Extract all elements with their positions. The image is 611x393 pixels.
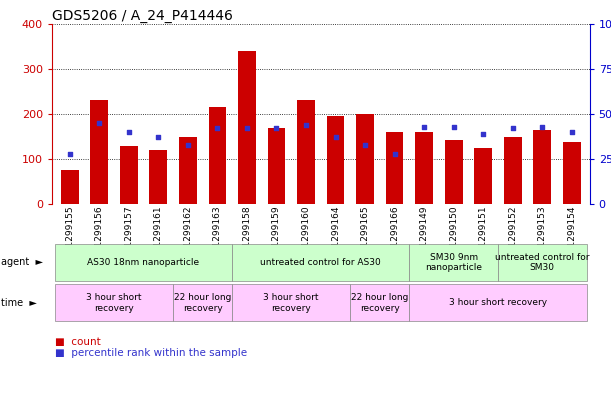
Bar: [563, 142, 580, 204]
Text: GDS5206 / A_24_P414446: GDS5206 / A_24_P414446: [52, 9, 233, 22]
Bar: [208, 107, 226, 204]
Bar: [415, 132, 433, 204]
Text: 22 hour long
recovery: 22 hour long recovery: [351, 293, 409, 312]
Point: [360, 141, 370, 148]
Bar: [90, 101, 108, 204]
Text: SM30 9nm
nanoparticle: SM30 9nm nanoparticle: [425, 253, 482, 272]
Point: [213, 125, 222, 132]
Point: [331, 134, 340, 141]
Point: [94, 120, 104, 126]
Bar: [61, 171, 79, 204]
Text: 22 hour long
recovery: 22 hour long recovery: [174, 293, 232, 312]
Bar: [445, 140, 463, 204]
Bar: [327, 116, 345, 204]
Text: ■  count: ■ count: [55, 337, 101, 347]
Point: [449, 123, 459, 130]
Bar: [297, 99, 315, 204]
Text: untreated control for
SM30: untreated control for SM30: [495, 253, 590, 272]
Text: 3 hour short recovery: 3 hour short recovery: [449, 298, 547, 307]
Bar: [238, 51, 256, 204]
Bar: [474, 148, 492, 204]
Point: [508, 125, 518, 132]
Bar: [150, 150, 167, 204]
Text: 3 hour short
recovery: 3 hour short recovery: [263, 293, 319, 312]
Bar: [179, 136, 197, 204]
Point: [271, 125, 281, 132]
Bar: [120, 145, 137, 204]
Text: time  ►: time ►: [1, 298, 37, 308]
Point: [419, 123, 429, 130]
Point: [124, 129, 134, 135]
Bar: [268, 127, 285, 204]
Text: agent  ►: agent ►: [1, 257, 43, 267]
Bar: [356, 114, 374, 204]
Text: ■  percentile rank within the sample: ■ percentile rank within the sample: [55, 348, 247, 358]
Point: [65, 151, 75, 157]
Text: AS30 18nm nanoparticle: AS30 18nm nanoparticle: [87, 258, 200, 267]
Point: [183, 141, 192, 148]
Point: [153, 134, 163, 141]
Bar: [533, 130, 551, 204]
Point: [567, 129, 577, 135]
Point: [538, 123, 547, 130]
Point: [242, 125, 252, 132]
Bar: [504, 136, 522, 204]
Point: [390, 151, 400, 157]
Bar: [386, 132, 403, 204]
Text: untreated control for AS30: untreated control for AS30: [260, 258, 381, 267]
Text: 3 hour short
recovery: 3 hour short recovery: [86, 293, 142, 312]
Point: [478, 131, 488, 137]
Point: [301, 122, 311, 128]
